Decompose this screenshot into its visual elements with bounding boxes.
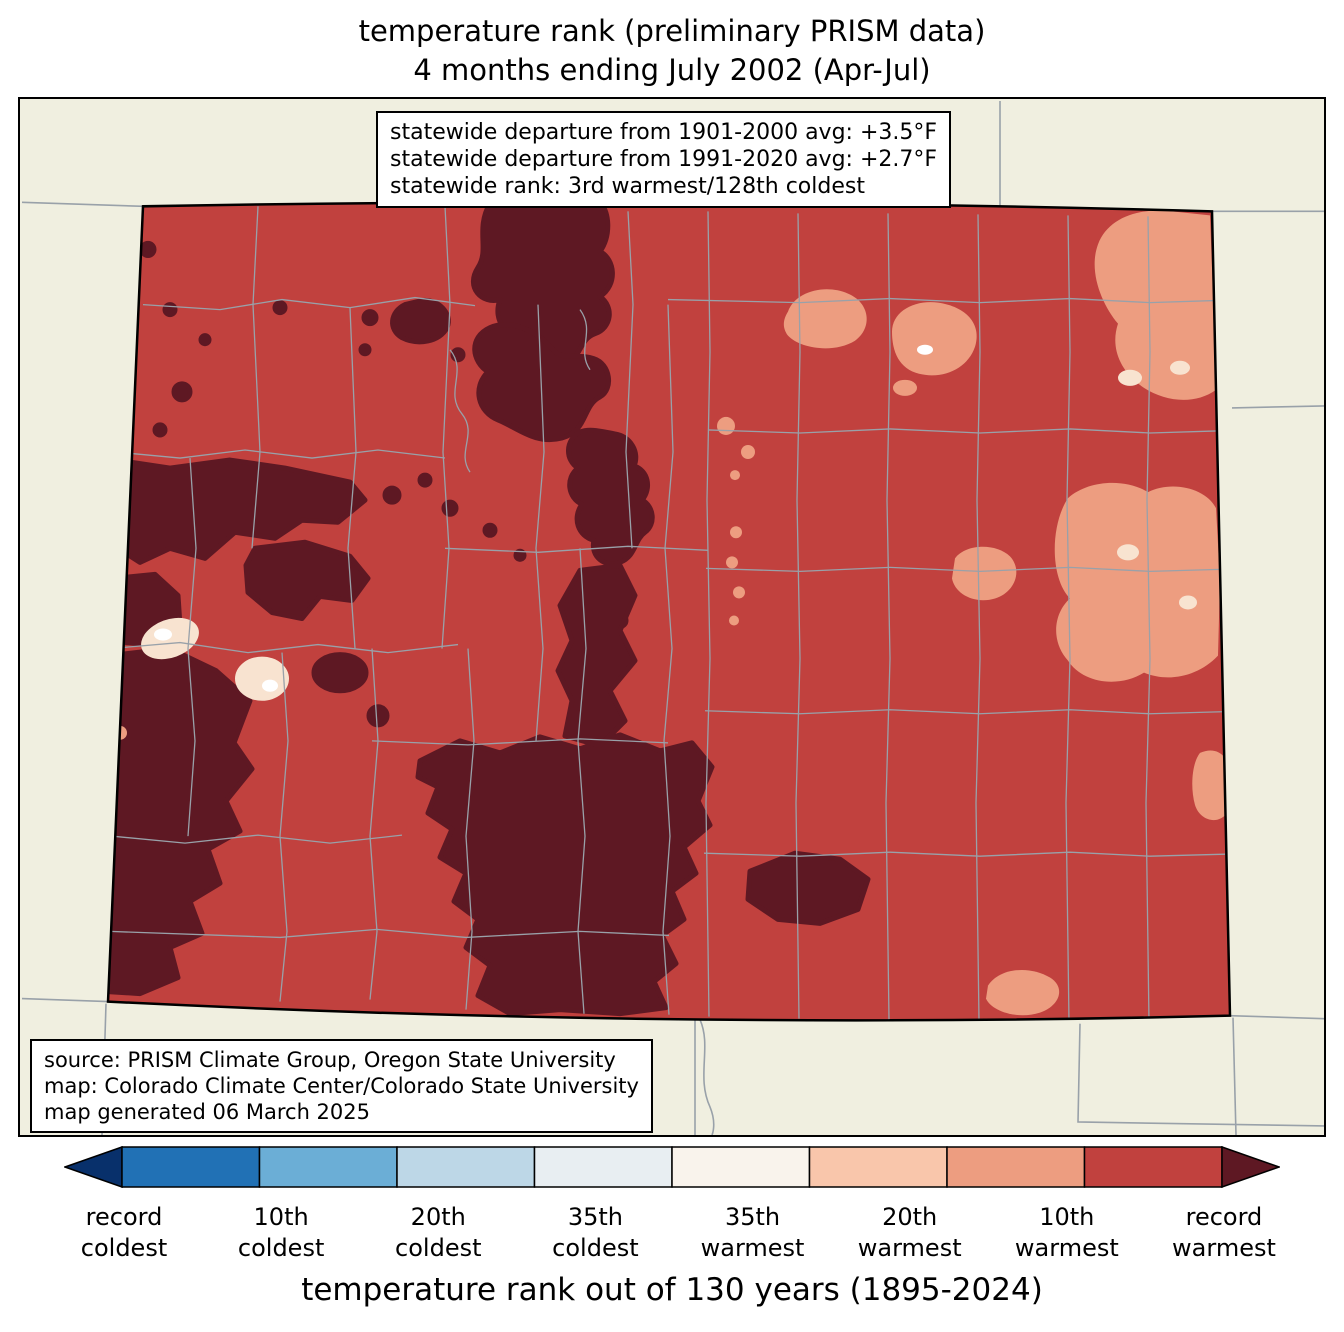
source-line-2: map: Colorado Climate Center/Colorado St… <box>44 1074 639 1098</box>
colorbar-tick-label: 10th warmest <box>1014 1203 1119 1262</box>
colorbar-segment <box>671 1146 811 1188</box>
stats-line-1: statewide departure from 1901-2000 avg: … <box>390 120 938 145</box>
colorbar-tick-label: 10th coldest <box>237 1203 325 1262</box>
twentieth-warmest-regions <box>113 210 1229 1016</box>
stats-line-2: statewide departure from 1991-2020 avg: … <box>390 147 938 172</box>
map-title: temperature rank (preliminary PRISM data… <box>0 12 1344 90</box>
record-warmest-regions <box>108 202 871 1017</box>
near-median-spots <box>154 344 933 692</box>
map-frame: statewide departure from 1901-2000 avg: … <box>18 97 1326 1137</box>
title-line-1: temperature rank (preliminary PRISM data… <box>358 14 986 48</box>
neighbor-state-lines <box>21 101 1324 1135</box>
colorbar-tick-label: record warmest <box>1172 1203 1276 1262</box>
source-box: source: PRISM Climate Group, Oregon Stat… <box>30 1039 653 1133</box>
colorbar-tick-label: 35th coldest <box>552 1203 639 1262</box>
colorbar-tick-label: 20th warmest <box>857 1203 962 1262</box>
colorbar-gradient <box>62 1145 1282 1189</box>
colorbar-arrow-record-warmest <box>1221 1145 1282 1189</box>
colorbar-segment <box>396 1146 536 1188</box>
colorbar-segment <box>258 1146 398 1188</box>
statewide-stats-box: statewide departure from 1901-2000 avg: … <box>376 111 952 208</box>
colorado-rank-map <box>21 101 1324 1135</box>
colorbar-tick-label: record coldest <box>80 1203 168 1262</box>
colorbar-arrow-record-coldest <box>62 1145 123 1189</box>
colorbar-tick-labels: record coldest 10th coldest 20th coldest 35th c… <box>64 1202 1280 1266</box>
colorbar-tick-label: 20th coldest <box>395 1203 482 1262</box>
colorbar-title: temperature rank out of 130 years (1895-… <box>301 1272 1043 1308</box>
stats-line-3: statewide rank: 3rd warmest/128th coldes… <box>390 174 865 199</box>
colorbar <box>62 1145 1282 1189</box>
source-line-3: map generated 06 March 2025 <box>44 1100 371 1124</box>
source-line-1: source: PRISM Climate Group, Oregon Stat… <box>44 1048 616 1072</box>
colorbar-segment <box>121 1146 261 1188</box>
county-lines <box>109 206 1226 1021</box>
colorbar-segment <box>1083 1146 1223 1188</box>
colorbar-segment <box>533 1146 673 1188</box>
colorbar-tick-label: 35th warmest <box>700 1203 805 1262</box>
title-line-2: 4 months ending July 2002 (Apr-Jul) <box>413 53 931 87</box>
colorbar-segment <box>946 1146 1086 1188</box>
colorbar-segment <box>808 1146 948 1188</box>
